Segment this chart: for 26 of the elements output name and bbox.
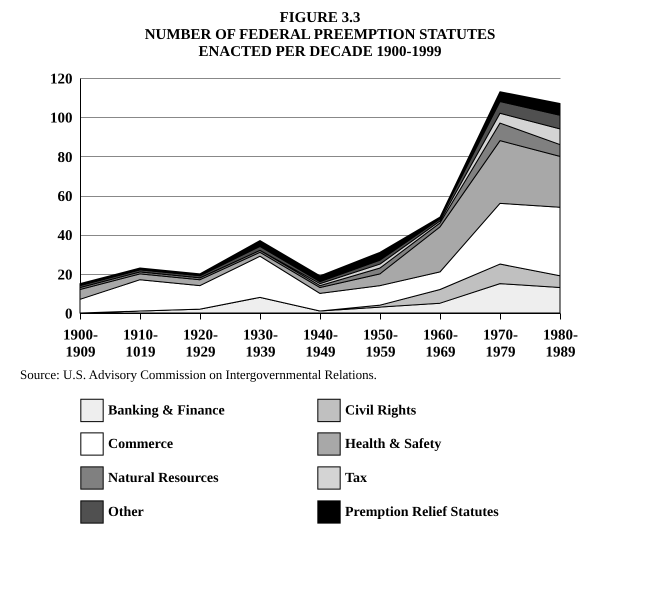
source-note: Source: U.S. Advisory Commission on Intergovernmental Relations.	[20, 367, 377, 382]
x-tick-label: 1970-1979	[483, 328, 518, 360]
x-tick-label: 1950-1959	[363, 328, 398, 360]
chart-title: FIGURE 3.3 NUMBER OF FEDERAL PREEMPTION STATUTES ENACTED PER DECADE 1900-1999	[144, 10, 496, 60]
legend-label: Tax	[345, 471, 368, 486]
y-tick-label: 0	[65, 306, 72, 322]
x-tick-label: 1900-1909	[63, 328, 98, 360]
x-tick-label: 1940-1949	[303, 328, 338, 360]
legend-label: Civil Rights	[345, 403, 417, 418]
legend-label: Other	[108, 505, 144, 520]
legend-label: Premption Relief Statutes	[345, 505, 500, 520]
x-tick-label: 1920-1929	[183, 328, 218, 360]
x-tick-label: 1960-1969	[423, 328, 458, 360]
legend-label: Health & Safety	[345, 437, 442, 452]
y-tick-label: 120	[50, 72, 72, 88]
x-tick-label: 1930-1939	[243, 328, 278, 360]
x-tick-label: 1980-1989	[543, 328, 578, 360]
legend-label: Banking & Finance	[108, 403, 225, 418]
y-tick-label: 20	[58, 267, 72, 284]
legend-label: Commerce	[108, 437, 174, 452]
x-tick-label: 1910-1019	[123, 328, 158, 360]
y-tick-label: 80	[58, 150, 72, 166]
y-tick-label: 40	[58, 228, 72, 244]
y-tick-label: 60	[58, 189, 72, 205]
legend-label: Natural Resources	[108, 471, 220, 486]
y-tick-label: 100	[50, 110, 72, 127]
